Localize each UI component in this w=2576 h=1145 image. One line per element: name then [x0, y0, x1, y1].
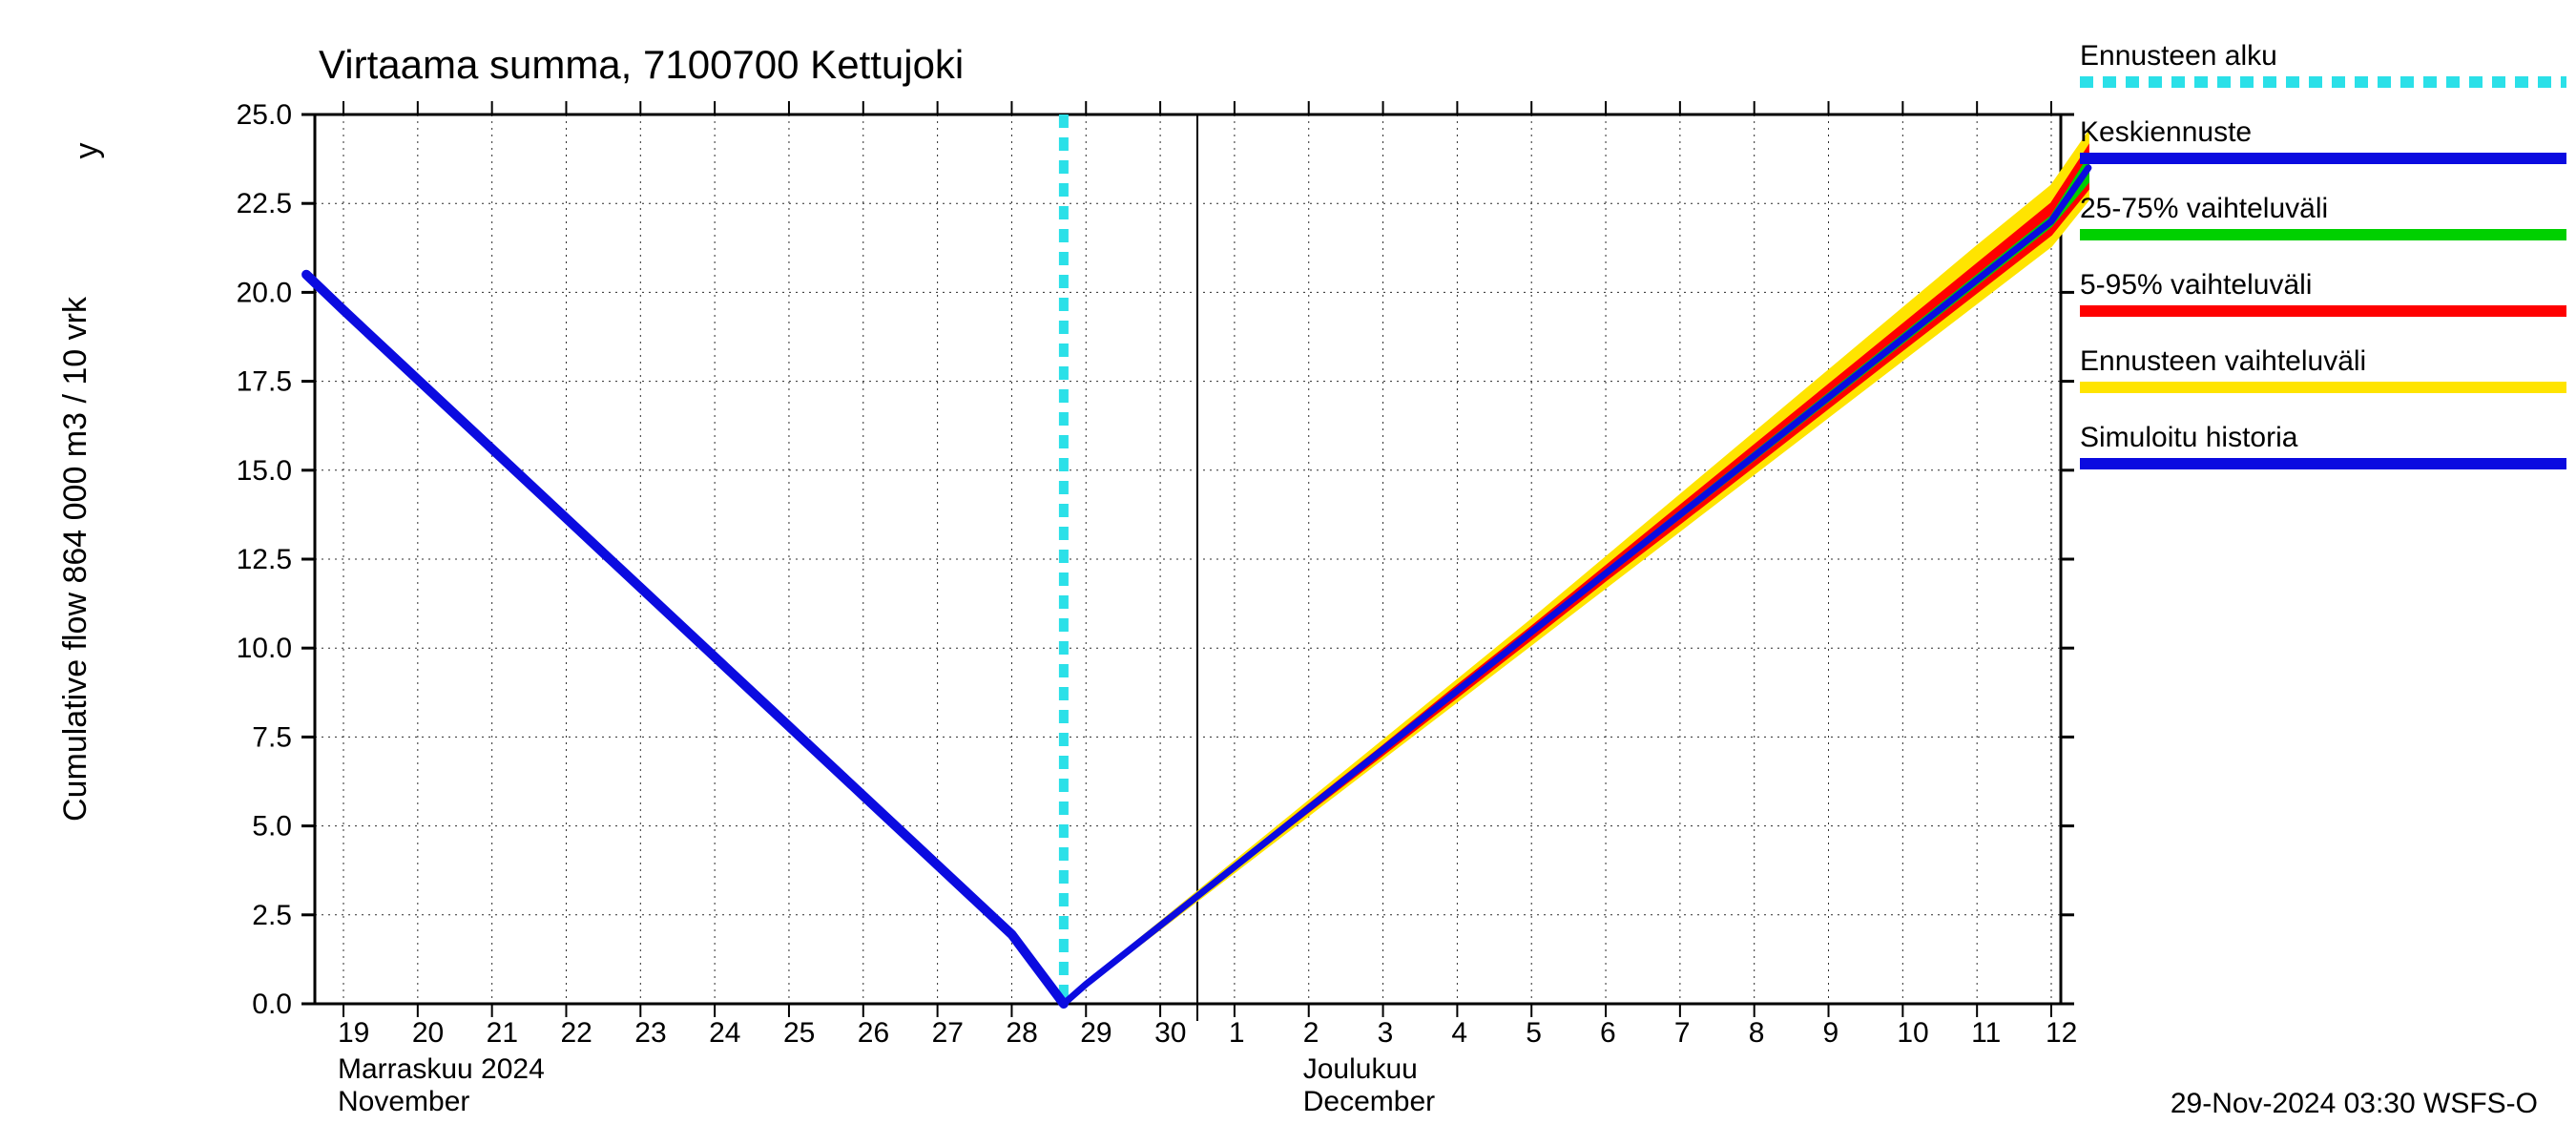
x-tick-label: 3 — [1378, 1017, 1394, 1049]
y-tick-label: 5.0 — [252, 811, 292, 843]
x-tick-label: 7 — [1674, 1017, 1691, 1049]
x-tick-label: 12 — [2046, 1017, 2077, 1049]
y-tick-label: 15.0 — [237, 455, 292, 487]
x-tick-label: 11 — [1971, 1017, 2001, 1049]
x-tick-label: 29 — [1080, 1017, 1111, 1049]
month-label-en: November — [338, 1086, 469, 1117]
x-tick-label: 22 — [560, 1017, 592, 1049]
y-tick-label: 17.5 — [237, 366, 292, 398]
y-tick-label: 20.0 — [237, 277, 292, 308]
x-tick-label: 21 — [487, 1017, 518, 1049]
legend-label: Ennusteen alku — [2080, 40, 2277, 72]
y-tick-label: 7.5 — [252, 721, 292, 753]
x-tick-label: 4 — [1451, 1017, 1467, 1049]
y-tick-label: 2.5 — [252, 900, 292, 931]
y-tick-label: 25.0 — [237, 99, 292, 131]
chart-title: Virtaama summa, 7100700 Kettujoki — [319, 42, 964, 87]
legend-label: Keskiennuste — [2080, 116, 2252, 148]
y-axis-label-suffix: y — [69, 143, 105, 159]
x-tick-label: 10 — [1897, 1017, 1928, 1049]
x-tick-label: 20 — [412, 1017, 444, 1049]
legend-label: Simuloitu historia — [2080, 422, 2298, 453]
x-tick-label: 30 — [1154, 1017, 1186, 1049]
y-tick-label: 10.0 — [237, 633, 292, 664]
legend-label: 25-75% vaihteluväli — [2080, 193, 2328, 224]
chart-svg: 0.0 2.5 5.0 7.5 10.0 12.5 15.0 17.5 20.0 22.5 25.0… — [0, 0, 2576, 1145]
footer-timestamp: 29-Nov-2024 03:30 WSFS-O — [2171, 1088, 2538, 1119]
x-tick-label: 2 — [1303, 1017, 1319, 1049]
y-axis-label: Cumulative flow 864 000 m3 / 10 vrk — [57, 296, 93, 822]
legend-label: 5-95% vaihteluväli — [2080, 269, 2312, 301]
x-tick-label: 24 — [709, 1017, 740, 1049]
y-tick-label: 22.5 — [237, 188, 292, 219]
month-label-fi: Marraskuu 2024 — [338, 1053, 545, 1085]
background — [0, 0, 2576, 1145]
x-tick-label: 6 — [1600, 1017, 1616, 1049]
x-tick-label: 26 — [858, 1017, 889, 1049]
x-tick-label: 25 — [783, 1017, 815, 1049]
x-tick-label: 9 — [1823, 1017, 1839, 1049]
x-tick-label: 19 — [338, 1017, 369, 1049]
month-label-fi: Joulukuu — [1303, 1053, 1418, 1085]
x-tick-label: 27 — [932, 1017, 964, 1049]
legend-label: Ennusteen vaihteluväli — [2080, 345, 2366, 377]
x-tick-label: 8 — [1749, 1017, 1765, 1049]
x-tick-label: 23 — [634, 1017, 666, 1049]
x-tick-label: 5 — [1526, 1017, 1542, 1049]
y-tick-label: 12.5 — [237, 544, 292, 575]
y-tick-label: 0.0 — [252, 989, 292, 1020]
x-tick-label: 1 — [1229, 1017, 1245, 1049]
month-label-en: December — [1303, 1086, 1435, 1117]
chart-container: 0.0 2.5 5.0 7.5 10.0 12.5 15.0 17.5 20.0 22.5 25.0… — [0, 0, 2576, 1145]
x-tick-label: 28 — [1006, 1017, 1037, 1049]
